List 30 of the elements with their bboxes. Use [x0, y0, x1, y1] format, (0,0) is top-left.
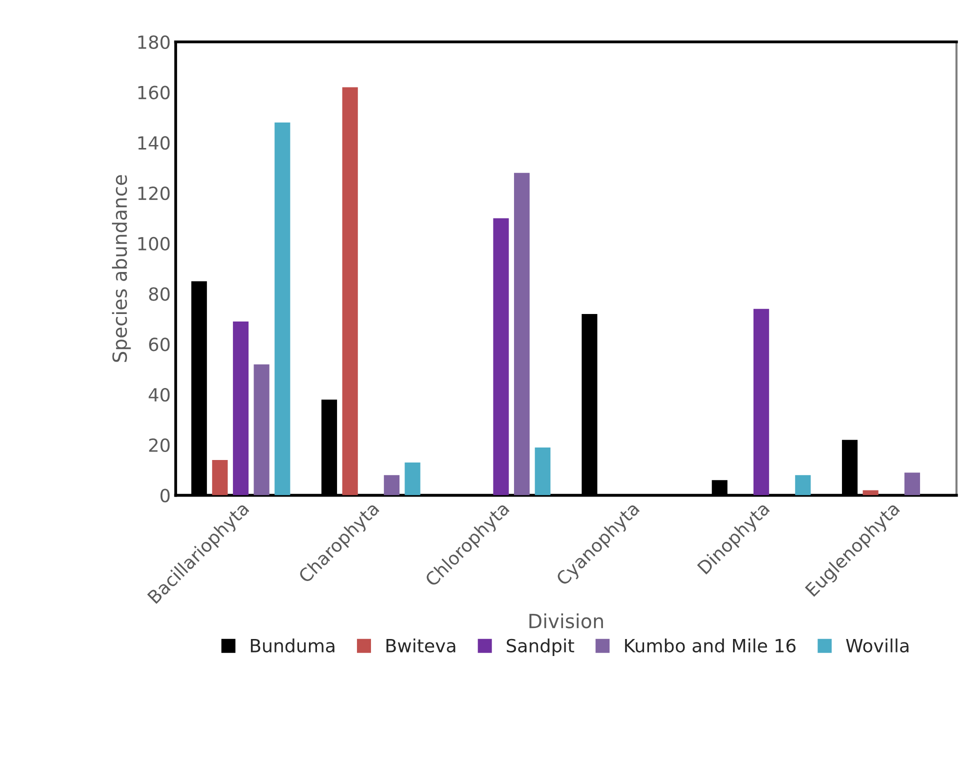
bar: [795, 475, 811, 496]
y-tick-label: 0: [160, 488, 170, 502]
y-tick-label: 140: [138, 136, 170, 150]
bar: [274, 122, 290, 496]
bar: [404, 462, 420, 496]
y-tick-label: 100: [138, 236, 170, 251]
bar: [534, 447, 550, 496]
y-tick-label: 180: [138, 35, 170, 50]
bar: [254, 364, 270, 496]
legend-label: Bunduma: [250, 638, 334, 652]
y-tick-label: 40: [148, 388, 170, 402]
bar: [493, 218, 509, 496]
y-tick-label: 60: [149, 338, 170, 352]
legend-label: Bwiteva: [386, 638, 456, 652]
x-axis-title: Division: [529, 613, 603, 628]
legend-label: Wovilla: [846, 638, 908, 652]
bar: [212, 460, 228, 496]
y-tick-label: 20: [149, 438, 170, 452]
y-tick-label: 80: [149, 287, 170, 301]
legend-label: Kumbo and Mile 16: [625, 638, 796, 652]
y-axis-title: Species abundance: [112, 175, 131, 362]
bar: [342, 87, 358, 496]
bar: [384, 475, 400, 496]
y-tick-label: 160: [138, 86, 170, 100]
y-tick-label: 120: [138, 186, 170, 200]
bar: [514, 172, 530, 496]
bar: [753, 308, 770, 496]
bar: [232, 322, 249, 496]
bar: [904, 472, 920, 496]
legend-label: Sandpit: [506, 638, 574, 656]
